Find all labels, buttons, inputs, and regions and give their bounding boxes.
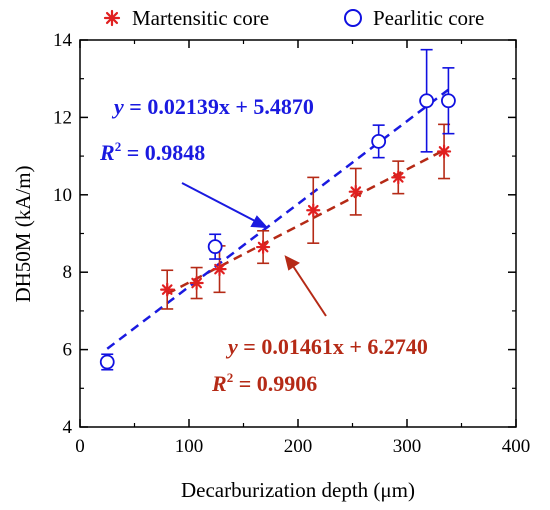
legend-martensitic-label: Martensitic core [132, 6, 269, 30]
martensitic-point [160, 282, 175, 297]
pearlitic-r2-text: R2 = 0.9848 [99, 139, 205, 165]
martensitic-equation: y = 0.01461x + 6.2740 R2 = 0.9906 [211, 334, 428, 396]
martensitic-point [348, 184, 363, 199]
y-tick-label: 14 [53, 30, 73, 51]
pearlitic-fit-line [106, 88, 450, 350]
x-tick-label: 400 [502, 436, 531, 457]
x-tick-label: 300 [393, 436, 422, 457]
x-tick-label: 0 [75, 436, 85, 457]
axis-ticks: 0 100 200 300 400 4 6 8 10 12 14 [53, 30, 530, 457]
y-tick-label: 10 [53, 185, 72, 206]
pearlitic-point [371, 133, 387, 149]
pearlitic-point [99, 354, 115, 370]
martensitic-point [391, 170, 406, 185]
legend: Martensitic core Pearlitic core [103, 6, 484, 30]
pearlitic-equation-text: y = 0.02139x + 5.4870 [111, 94, 314, 119]
y-tick-label: 6 [63, 340, 73, 361]
martensitic-equation-text: y = 0.01461x + 6.2740 [225, 334, 428, 359]
x-tick-label: 200 [284, 436, 313, 457]
x-axis-title: Decarburization depth (μm) [181, 478, 415, 502]
pearlitic-arrow [181, 182, 269, 229]
martensitic-point [256, 239, 271, 255]
martensitic-point [306, 203, 321, 218]
martensitic-point [436, 144, 452, 159]
y-tick-label: 8 [63, 262, 73, 283]
martensitic-point [189, 275, 204, 291]
pearlitic-point [441, 93, 456, 109]
y-tick-label: 12 [53, 107, 72, 128]
pearlitic-point [207, 239, 223, 255]
pearlitic-point [419, 93, 435, 109]
martensitic-point [212, 262, 227, 277]
legend-pearlitic-label: Pearlitic core [373, 6, 484, 30]
legend-martensitic-marker [103, 9, 121, 27]
y-axis-title: DH50M (kA/m) [11, 165, 35, 302]
martensitic-arrow [284, 255, 327, 317]
legend-pearlitic-marker [344, 9, 362, 27]
y-tick-label: 4 [63, 417, 73, 438]
martensitic-r2-text: R2 = 0.9906 [211, 370, 317, 396]
legend-asterisk-icon [103, 9, 121, 27]
x-tick-label: 100 [175, 436, 204, 457]
data-points [99, 93, 456, 370]
pearlitic-equation: y = 0.02139x + 5.4870 R2 = 0.9848 [99, 94, 314, 165]
